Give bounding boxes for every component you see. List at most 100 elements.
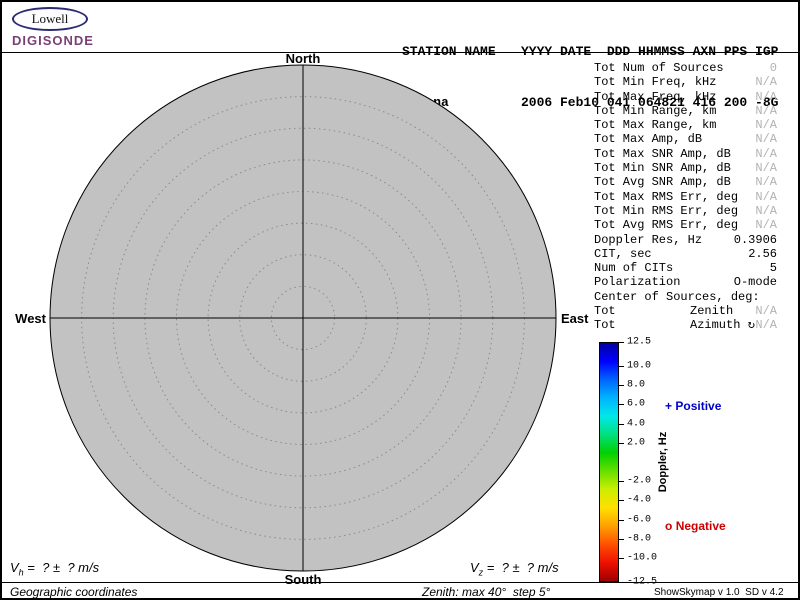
colorbar-tick-label: -10.0 <box>627 552 658 564</box>
colorbar-tick-label: 12.5 <box>627 336 652 348</box>
param-label: Num of CITs <box>594 261 674 276</box>
vh-symbol: V <box>10 560 19 575</box>
circle-marker-icon: o <box>665 519 673 533</box>
param-value: N/A <box>755 189 777 204</box>
colorbar-tick-label: -8.0 <box>627 533 652 545</box>
colorbar-tick-label: 8.0 <box>627 379 646 391</box>
colorbar-tick <box>619 423 624 425</box>
plus-marker-icon: + <box>665 399 673 413</box>
param-label: Tot Avg RMS Err, deg <box>594 218 739 233</box>
colorbar-tick <box>619 385 624 387</box>
colorbar-title: Doppler, Hz <box>657 431 669 493</box>
param-row: CIT, sec 2.56 <box>594 247 780 261</box>
colorbar-tick <box>619 500 624 502</box>
param-row: Tot Azimuth ↻ N/A <box>594 318 780 332</box>
param-value: N/A <box>755 318 777 333</box>
param-label: Polarization <box>594 275 681 290</box>
colorbar-tick-label: -6.0 <box>627 514 652 526</box>
compass-east: East <box>561 311 589 326</box>
params-panel: Tot Num of Sources 0 Tot Min Freq, kHz N/A T… <box>594 61 780 333</box>
param-row: Num of CITs 5 <box>594 261 780 275</box>
colorbar-tick-label: -4.0 <box>627 494 652 506</box>
coordinates-label: Geographic coordinates <box>10 585 138 599</box>
param-value: N/A <box>755 132 777 147</box>
param-row: Tot Max SNR Amp, dB N/A <box>594 147 780 161</box>
vz-value: = ? ± ? m/s <box>483 560 559 575</box>
param-value: N/A <box>755 304 777 319</box>
param-row: Tot Min Range, km N/A <box>594 104 780 118</box>
station-name-label: STATION NAME <box>402 44 496 59</box>
legend-negative: o Negative <box>665 519 726 533</box>
colorbar-gradient <box>599 342 619 582</box>
param-label: Tot <box>594 318 616 333</box>
vz-symbol: V <box>470 560 479 575</box>
param-value: N/A <box>755 75 777 90</box>
param-mid-label: Azimuth ↻ <box>690 318 755 333</box>
param-row: Tot Min SNR Amp, dB N/A <box>594 161 780 175</box>
vz-subscript: z <box>478 567 484 578</box>
vh-subscript: h <box>18 567 24 578</box>
param-value: N/A <box>755 203 777 218</box>
param-row: Doppler Res, Hz 0.3906 <box>594 233 780 247</box>
colorbar-tick <box>619 538 624 540</box>
header-divider <box>2 52 798 53</box>
colorbar-tick-label: 10.0 <box>627 360 652 372</box>
colorbar-tick-label: -2.0 <box>627 475 652 487</box>
version-label: ShowSkymap v 1.0 SD v 4.2 <box>654 587 784 598</box>
legend-negative-label: Negative <box>675 519 726 533</box>
param-row: Tot Avg SNR Amp, dB N/A <box>594 175 780 189</box>
param-label: Tot Max RMS Err, deg <box>594 189 739 204</box>
param-row: Tot Min RMS Err, deg N/A <box>594 204 780 218</box>
datetime-value-row: 2006 Feb10 041 064821 416 200 -8G <box>521 95 779 110</box>
param-label: Center of Sources, deg: <box>594 289 760 304</box>
colorbar-tick <box>619 481 624 483</box>
compass-south: South <box>284 572 322 587</box>
datetime-header-row: YYYY DATE DDD HHMMSS AXN PPS IGP <box>521 44 779 59</box>
param-label: Tot Num of Sources <box>594 61 724 75</box>
param-row: Tot Max Freq, kHz N/A <box>594 90 780 104</box>
param-label: Tot Min RMS Err, deg <box>594 203 739 218</box>
param-label: Tot Min Range, km <box>594 103 717 118</box>
vh-value: = ? ± ? m/s <box>23 560 100 575</box>
param-value: N/A <box>755 89 777 104</box>
param-value: 2.56 <box>748 246 777 261</box>
colorbar-tick <box>619 366 624 367</box>
vh-readout: Vh = ? ± ? m/s <box>10 560 99 578</box>
param-row: Tot Max Range, km N/A <box>594 118 780 132</box>
param-value: N/A <box>755 218 777 233</box>
param-value: N/A <box>755 118 777 133</box>
param-value: 0 <box>769 61 777 75</box>
param-row: Center of Sources, deg: <box>594 290 780 304</box>
footer-divider <box>2 582 798 583</box>
param-value: N/A <box>755 175 777 190</box>
colorbar-tick <box>619 519 624 521</box>
compass-west: West <box>15 311 46 326</box>
param-value: 0.3906 <box>733 232 777 247</box>
param-label: Tot Max SNR Amp, dB <box>594 146 731 161</box>
colorbar-tick-label: 4.0 <box>627 418 646 430</box>
param-label: CIT, sec <box>594 246 652 261</box>
param-label: Tot Avg SNR Amp, dB <box>594 175 731 190</box>
param-label: Tot Max Freq, kHz <box>594 89 717 104</box>
param-row: Polarization O-mode <box>594 275 780 289</box>
lowell-logo-text: Lowell <box>31 11 69 26</box>
colorbar-tick <box>619 442 624 444</box>
colorbar-tick <box>619 342 624 343</box>
param-value: N/A <box>755 103 777 118</box>
param-label: Tot Min Freq, kHz <box>594 75 717 90</box>
lowell-logo: Lowell DIGISONDE <box>12 7 94 48</box>
doppler-colorbar: 12.5 10.0 8.0 6.0 4.0 2.0 -2.0 -4.0 -6.0 -8.0 -10.… <box>599 337 729 588</box>
compass-north: North <box>285 51 321 66</box>
param-row: Tot Min Freq, kHz N/A <box>594 75 780 89</box>
colorbar-tick-label: 6.0 <box>627 398 646 410</box>
legend-positive: + Positive <box>665 399 721 413</box>
digisonde-brand: DIGISONDE <box>12 33 94 48</box>
param-value: N/A <box>755 161 777 176</box>
zenith-range-label: Zenith: max 40° step 5° <box>422 585 551 599</box>
colorbar-tick <box>619 558 624 559</box>
param-label: Tot Max Amp, dB <box>594 132 703 147</box>
legend-positive-label: Positive <box>675 399 722 413</box>
param-row: Tot Zenith N/A <box>594 304 780 318</box>
skymap-plot <box>49 64 557 572</box>
param-row: Tot Max RMS Err, deg N/A <box>594 190 780 204</box>
